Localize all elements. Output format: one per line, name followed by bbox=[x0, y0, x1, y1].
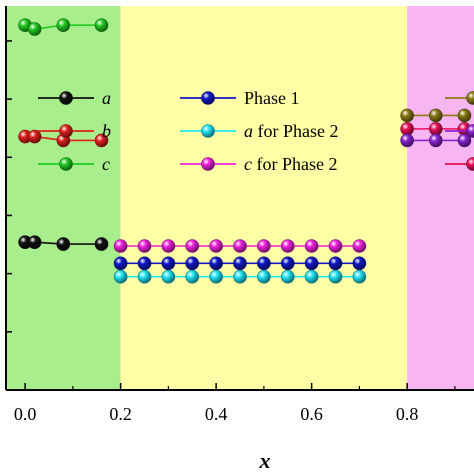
background-region-2 bbox=[120, 6, 408, 390]
data-point bbox=[27, 235, 42, 249]
legend-item-olive bbox=[445, 91, 474, 105]
series-b_red bbox=[18, 129, 109, 148]
x-tick-label: 0.4 bbox=[205, 404, 228, 424]
data-point bbox=[113, 239, 128, 253]
x-tick-label: 0.6 bbox=[300, 404, 323, 424]
data-point bbox=[233, 239, 247, 253]
legend: abc Phase 1 a for Phase 2 c for Phase 2 bbox=[38, 88, 474, 174]
data-point bbox=[209, 256, 223, 271]
data-point bbox=[185, 256, 200, 271]
legend-label: c for Phase 2 bbox=[244, 154, 337, 174]
legend-item-a_black: a bbox=[38, 88, 111, 108]
legend-item-crimson bbox=[445, 157, 474, 171]
data-point bbox=[400, 122, 414, 136]
data-point bbox=[304, 239, 319, 253]
legend-marker bbox=[201, 124, 215, 138]
series-purple bbox=[400, 133, 472, 148]
legend-item-c_phase2: c for Phase 2 bbox=[180, 154, 337, 174]
legend-label: c bbox=[102, 154, 110, 174]
x-axis-label: x bbox=[259, 448, 271, 473]
data-point bbox=[185, 269, 200, 284]
data-point bbox=[185, 239, 200, 253]
data-point bbox=[113, 269, 128, 284]
data-point bbox=[233, 256, 247, 271]
data-point bbox=[428, 122, 443, 136]
data-point bbox=[400, 108, 414, 123]
data-point bbox=[352, 256, 367, 271]
data-point bbox=[457, 108, 472, 123]
data-point bbox=[113, 256, 128, 271]
background-regions bbox=[6, 6, 474, 390]
legend-label: a for Phase 2 bbox=[244, 121, 338, 141]
x-tick-label: 0.2 bbox=[109, 404, 132, 424]
legend-marker bbox=[59, 124, 73, 138]
legend-marker bbox=[59, 91, 73, 105]
legend-item-purple bbox=[445, 124, 474, 138]
legend-item-a_phase2: a for Phase 2 bbox=[180, 121, 338, 141]
series-crimson bbox=[400, 122, 472, 136]
data-point bbox=[280, 269, 295, 284]
series-a_phase2 bbox=[113, 269, 367, 284]
legend-marker bbox=[466, 91, 474, 105]
data-point bbox=[137, 269, 152, 284]
legend-marker bbox=[201, 157, 215, 171]
series-c_phase2 bbox=[113, 239, 367, 253]
data-point bbox=[161, 256, 176, 271]
data-point bbox=[280, 256, 295, 271]
series-phase1 bbox=[113, 256, 367, 271]
data-point bbox=[161, 239, 176, 253]
data-point bbox=[161, 269, 176, 284]
data-point bbox=[27, 129, 42, 144]
data-point bbox=[94, 18, 109, 33]
data-point bbox=[56, 18, 71, 33]
legend-marker bbox=[466, 157, 474, 171]
data-point bbox=[137, 256, 152, 271]
legend-marker bbox=[201, 91, 215, 105]
data-point bbox=[233, 269, 247, 284]
data-point bbox=[400, 133, 414, 148]
data-point bbox=[209, 269, 223, 284]
data-point bbox=[352, 239, 367, 253]
data-point bbox=[428, 133, 443, 148]
data-point bbox=[328, 269, 343, 284]
series-c_green bbox=[18, 18, 109, 36]
legend-item-b_red: b bbox=[38, 121, 111, 141]
data-point bbox=[94, 133, 109, 148]
data-point bbox=[257, 239, 271, 253]
data-point bbox=[94, 237, 109, 251]
legend-marker bbox=[59, 157, 73, 171]
background-region-3 bbox=[407, 6, 474, 390]
background-region-1 bbox=[6, 6, 121, 390]
data-point bbox=[328, 256, 343, 271]
legend-label: a bbox=[102, 88, 111, 108]
data-point bbox=[428, 108, 443, 123]
data-point bbox=[352, 269, 367, 284]
plot-frame bbox=[5, 6, 474, 391]
legend-label: Phase 1 bbox=[244, 88, 300, 108]
data-point bbox=[328, 239, 343, 253]
legend-label: b bbox=[102, 121, 111, 141]
x-tick-label: 0.8 bbox=[396, 404, 419, 424]
x-tick-label: 0.0 bbox=[14, 404, 37, 424]
data-point bbox=[56, 237, 71, 251]
data-point bbox=[137, 239, 152, 253]
data-point bbox=[27, 22, 42, 36]
data-point bbox=[257, 269, 271, 284]
legend-marker bbox=[466, 124, 474, 138]
series-olive bbox=[400, 108, 472, 123]
data-point bbox=[280, 239, 295, 253]
data-point bbox=[304, 269, 319, 284]
legend-item-phase1: Phase 1 bbox=[180, 88, 300, 108]
series-a_black bbox=[18, 235, 109, 251]
legend-item-c_green: c bbox=[38, 154, 110, 174]
data-series bbox=[18, 18, 472, 284]
data-point bbox=[304, 256, 319, 271]
data-point bbox=[457, 133, 472, 148]
data-point bbox=[257, 256, 271, 271]
data-point bbox=[209, 239, 223, 253]
axis-ticks: 0.0 0.2 0.4 0.6 0.8 bbox=[6, 40, 456, 424]
